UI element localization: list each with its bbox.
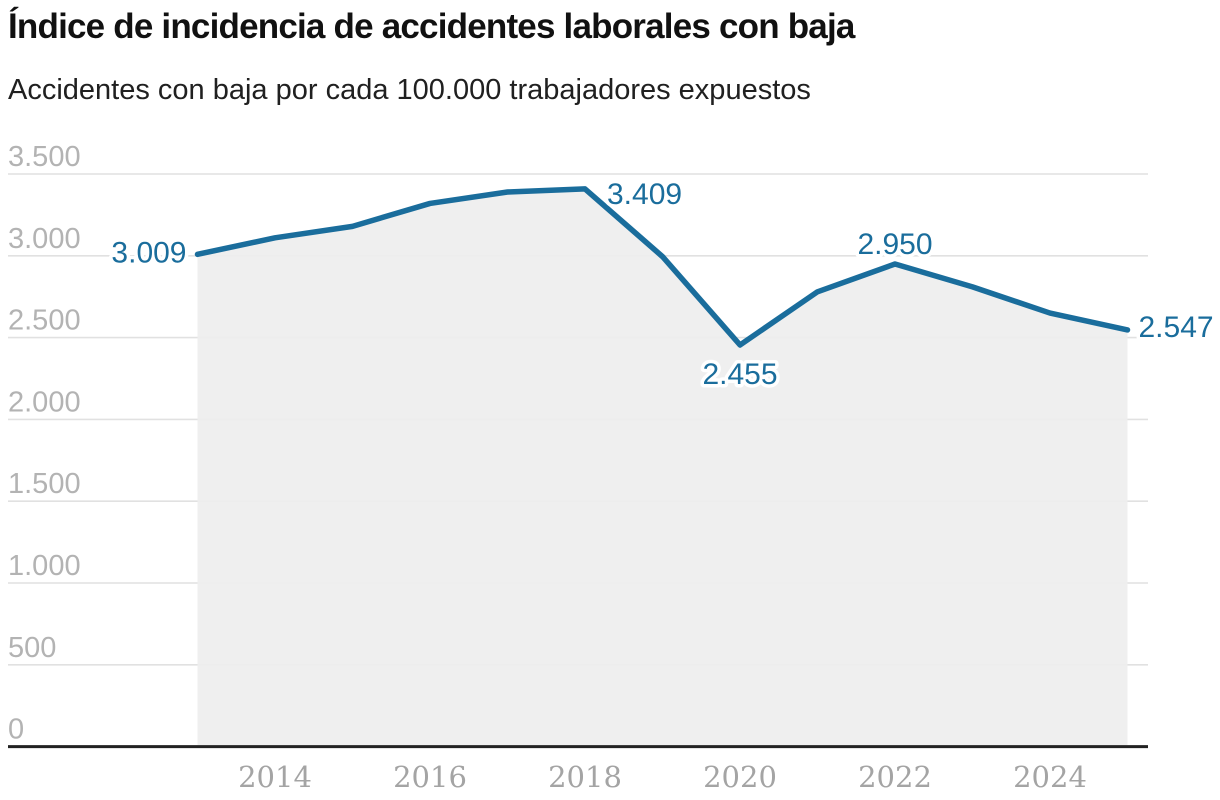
point-label: 2.547 — [1139, 311, 1214, 344]
y-tick-label: 3.500 — [8, 141, 81, 173]
y-tick-label: 3.000 — [8, 223, 81, 255]
chart-title: Índice de incidencia de accidentes labor… — [8, 7, 855, 46]
y-tick-label: 1.000 — [8, 550, 81, 582]
point-label: 2.950 — [857, 228, 932, 261]
y-tick-label: 0 — [8, 714, 24, 746]
trend-line — [194, 186, 1131, 348]
point-label: 3.009 — [111, 236, 186, 269]
y-tick-label: 1.500 — [8, 468, 81, 500]
x-tick-label: 2014 — [238, 760, 312, 794]
x-tick-label: 2022 — [858, 760, 932, 794]
y-tick-label: 2.000 — [8, 386, 81, 418]
x-tick-label: 2024 — [1013, 760, 1087, 794]
area-fill — [197, 188, 1128, 745]
point-label: 2.455 — [702, 358, 777, 391]
y-tick-label: 2.500 — [8, 305, 81, 337]
x-tick-label: 2016 — [393, 760, 467, 794]
chart-subtitle: Accidentes con baja por cada 100.000 tra… — [8, 74, 811, 106]
x-tick-label: 2020 — [703, 760, 777, 794]
y-tick-label: 500 — [8, 632, 56, 664]
x-tick-label: 2018 — [548, 760, 622, 794]
point-label: 3.409 — [607, 178, 682, 211]
